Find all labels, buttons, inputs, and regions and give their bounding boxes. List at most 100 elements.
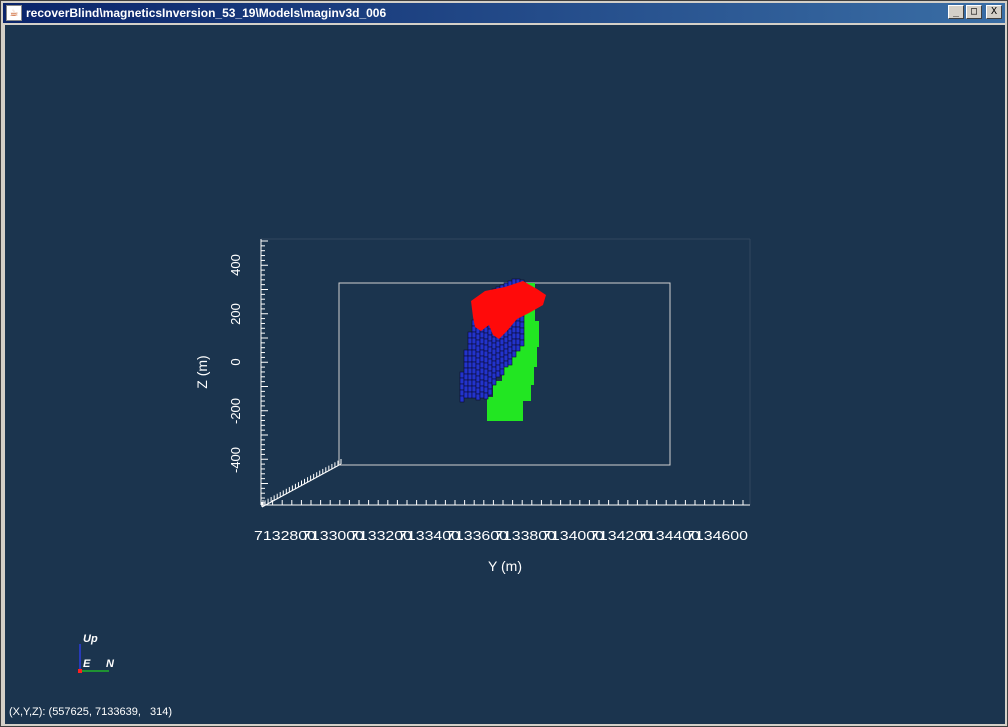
blue-cell bbox=[487, 382, 493, 390]
z-tick-label: -400 bbox=[228, 447, 243, 473]
blue-cell bbox=[463, 361, 469, 369]
blue-cell bbox=[487, 370, 493, 378]
blue-cell bbox=[475, 375, 481, 383]
blue-cell bbox=[479, 331, 485, 339]
z-tick-label: -200 bbox=[228, 398, 243, 424]
blue-cell bbox=[471, 373, 477, 381]
blue-cell bbox=[495, 364, 501, 372]
blue-cell bbox=[471, 391, 477, 399]
blue-cell bbox=[511, 338, 517, 346]
y-axis-tick-labels: 7132800 7133000 7133200 7133400 7133600 … bbox=[254, 528, 748, 543]
blue-cell bbox=[483, 374, 489, 382]
y-tick-label: 7133600 bbox=[446, 528, 508, 543]
java-cup-icon[interactable]: ☕ bbox=[6, 5, 22, 21]
x-axis-minor-ticks bbox=[261, 459, 342, 507]
blue-cell bbox=[511, 326, 517, 334]
blue-cell bbox=[515, 344, 521, 352]
blue-cell bbox=[487, 364, 493, 372]
y-tick-label: 7134000 bbox=[542, 528, 604, 543]
blue-cell bbox=[475, 381, 481, 389]
blue-cell bbox=[459, 389, 465, 397]
blue-cell bbox=[487, 388, 493, 396]
3d-viewport[interactable]: 400 200 0 -200 -400 Z (m) 7132800 713300… bbox=[5, 25, 1005, 724]
orientation-widget: Up E N bbox=[78, 633, 115, 673]
blue-cell bbox=[463, 373, 469, 381]
blue-cell bbox=[483, 344, 489, 352]
blue-cell bbox=[467, 349, 473, 357]
title-bar[interactable]: ☕ recoverBlind\magneticsInversion_53_19\… bbox=[3, 3, 1005, 23]
blue-cell bbox=[491, 372, 497, 380]
blue-cell bbox=[519, 333, 525, 341]
y-tick-label: 7133800 bbox=[494, 528, 556, 543]
blue-cell bbox=[459, 371, 465, 379]
blue-cell bbox=[471, 379, 477, 387]
blue-cell bbox=[479, 367, 485, 375]
blue-cell bbox=[471, 331, 477, 339]
close-button[interactable]: X bbox=[986, 5, 1002, 19]
z-axis-label: Z (m) bbox=[194, 355, 210, 388]
blue-cell bbox=[467, 331, 473, 339]
blue-cell bbox=[467, 337, 473, 345]
blue-cell bbox=[503, 360, 509, 368]
blue-cell bbox=[467, 385, 473, 393]
blue-cell bbox=[475, 387, 481, 395]
blue-cell bbox=[475, 339, 481, 347]
blue-cell bbox=[507, 346, 513, 354]
blue-cell bbox=[471, 343, 477, 351]
blue-cell bbox=[483, 356, 489, 364]
y-tick-label: 7134200 bbox=[590, 528, 652, 543]
blue-cell bbox=[459, 383, 465, 391]
blue-cell bbox=[507, 352, 513, 360]
minimize-button[interactable]: _ bbox=[948, 5, 964, 19]
z-axis-tick-labels: 400 200 0 -200 -400 bbox=[228, 254, 243, 473]
blue-cell bbox=[503, 348, 509, 356]
blue-cell bbox=[495, 340, 501, 348]
blue-cell bbox=[479, 391, 485, 399]
y-tick-label: 7132800 bbox=[254, 528, 316, 543]
blue-cell bbox=[471, 367, 477, 375]
blue-cell bbox=[499, 368, 505, 376]
y-axis-label: Y (m) bbox=[488, 558, 522, 574]
red-anomaly-body bbox=[471, 281, 546, 339]
blue-cell bbox=[507, 334, 513, 342]
blue-cell bbox=[471, 355, 477, 363]
scene-svg: 400 200 0 -200 -400 Z (m) 7132800 713300… bbox=[78, 238, 751, 673]
blue-cell bbox=[475, 369, 481, 377]
blue-cell bbox=[487, 340, 493, 348]
blue-cell bbox=[467, 355, 473, 363]
up-label: Up bbox=[83, 633, 98, 645]
blue-cell bbox=[463, 355, 469, 363]
blue-cell bbox=[487, 352, 493, 360]
maximize-button[interactable]: □ bbox=[966, 5, 982, 19]
blue-cell bbox=[507, 358, 513, 366]
z-tick-label: 200 bbox=[228, 303, 243, 325]
y-axis-minor-ticks bbox=[262, 500, 744, 505]
blue-cell bbox=[503, 336, 509, 344]
blue-cell bbox=[479, 355, 485, 363]
blue-cell bbox=[499, 362, 505, 370]
blue-cell bbox=[491, 354, 497, 362]
y-tick-label: 7133400 bbox=[398, 528, 460, 543]
blue-cell bbox=[515, 320, 521, 328]
z-axis-minor-ticks bbox=[261, 240, 268, 504]
y-tick-label: 7134600 bbox=[686, 528, 748, 543]
blue-cell bbox=[507, 328, 513, 336]
y-tick-label: 7134400 bbox=[638, 528, 700, 543]
blue-cell bbox=[499, 344, 505, 352]
blue-cell bbox=[495, 352, 501, 360]
blue-cell bbox=[467, 391, 473, 399]
green-cell-block bbox=[502, 363, 534, 385]
green-cell-block bbox=[493, 381, 531, 401]
blue-cell bbox=[471, 337, 477, 345]
blue-cell bbox=[479, 343, 485, 351]
blue-cell bbox=[467, 373, 473, 381]
blue-cell bbox=[515, 338, 521, 346]
window-title: recoverBlind\magneticsInversion_53_19\Mo… bbox=[26, 6, 387, 20]
blue-cell bbox=[495, 370, 501, 378]
blue-cell bbox=[479, 349, 485, 357]
blue-cell bbox=[479, 337, 485, 345]
blue-cell bbox=[479, 361, 485, 369]
coordinate-readout: (X,Y,Z): (557625, 7133639, 314) bbox=[9, 706, 173, 718]
blue-cell bbox=[471, 361, 477, 369]
